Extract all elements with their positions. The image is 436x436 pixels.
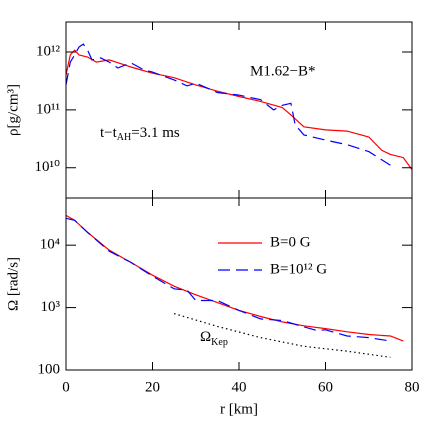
legend-label: B=0 G	[270, 234, 311, 250]
y-axis-label: ρ[g/cm³]	[5, 84, 21, 136]
legend-label: B=10¹² G	[270, 261, 327, 277]
series-line	[65, 214, 404, 342]
x-tick-label: 0	[62, 379, 70, 395]
x-tick-label: 60	[318, 379, 333, 395]
plot-frame	[65, 21, 413, 199]
annotation: M1.62−B*	[250, 63, 316, 79]
annotation-sub: AH	[117, 132, 131, 143]
annotation-part: t−t	[100, 125, 118, 141]
y-tick-label: 10¹¹	[36, 101, 60, 117]
series-line	[65, 43, 391, 166]
x-axis-label: r [km]	[220, 401, 258, 417]
annotation-part: =3.1 ms	[131, 125, 180, 141]
y-tick-label: 10⁴	[40, 237, 60, 253]
series-line	[173, 313, 391, 358]
y-tick-label: 10¹⁰	[34, 159, 60, 175]
y-axis-label: Ω [rad/s]	[5, 257, 21, 311]
x-tick-label: 80	[405, 379, 420, 395]
curve-label: ΩKep	[200, 329, 228, 348]
x-tick-label: 20	[145, 379, 160, 395]
y-tick-label: 10³	[41, 299, 61, 315]
curve-label-part: Ω	[200, 329, 211, 345]
y-tick-label: 100	[38, 361, 61, 377]
series-line	[65, 217, 391, 342]
x-tick-label: 40	[232, 379, 247, 395]
plot-frame	[65, 197, 413, 371]
curve-label-sub: Kep	[211, 337, 228, 348]
series-line	[65, 49, 413, 170]
annotation: t−tAH=3.1 ms	[100, 125, 180, 143]
y-tick-label: 10¹²	[36, 43, 60, 59]
